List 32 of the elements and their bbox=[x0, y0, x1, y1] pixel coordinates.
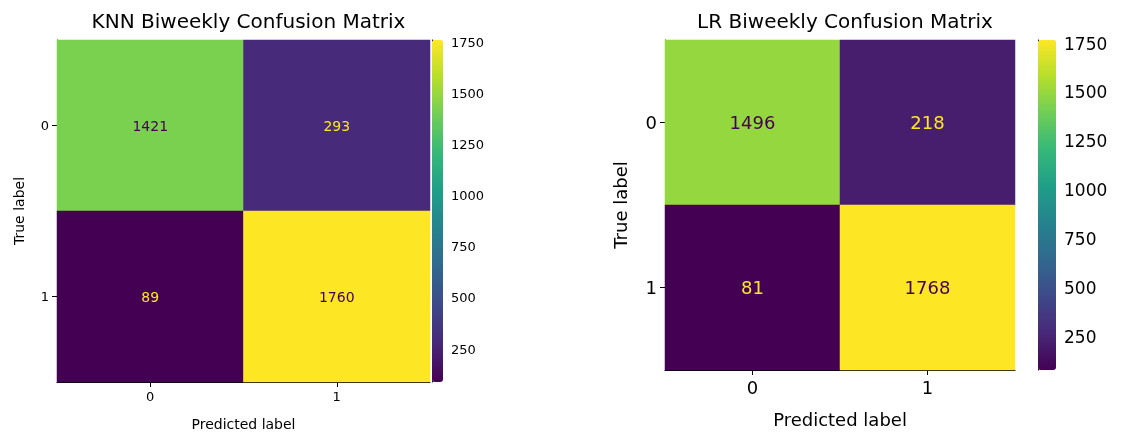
chart-title: LR Biweekly Confusion Matrix bbox=[697, 9, 994, 33]
color-bar-label: 1000 bbox=[1064, 180, 1108, 201]
x-tick-label: 1 bbox=[332, 389, 341, 404]
y-axis-title: True label bbox=[11, 176, 27, 247]
color-bar-label: 750 bbox=[451, 239, 476, 255]
data-label: 1496 bbox=[729, 112, 776, 133]
color-bar-label: 250 bbox=[1064, 326, 1097, 347]
x-tick-label: 0 bbox=[146, 389, 155, 404]
data-label: 1768 bbox=[904, 277, 951, 298]
y-axis-title: True label bbox=[609, 161, 631, 250]
data-label: 1421 bbox=[132, 117, 169, 134]
color-bar-label: 1000 bbox=[451, 188, 485, 204]
color-bar-label: 1500 bbox=[1064, 82, 1108, 103]
color-bar-label: 1250 bbox=[451, 136, 485, 152]
data-label: 1760 bbox=[318, 288, 355, 305]
color-bar-label: 1750 bbox=[1064, 33, 1108, 54]
data-label: 81 bbox=[741, 277, 764, 298]
data-label: 218 bbox=[910, 112, 945, 133]
x-axis-title: Predicted label bbox=[773, 408, 907, 430]
data-label: 89 bbox=[141, 288, 160, 305]
color-bar-label: 1250 bbox=[1064, 131, 1108, 152]
color-bar-label: 500 bbox=[1064, 278, 1097, 299]
color-bar-label: 250 bbox=[451, 341, 476, 357]
data-label: 293 bbox=[323, 117, 351, 134]
color-bar-label: 750 bbox=[1064, 229, 1097, 250]
color-bar-label: 1750 bbox=[451, 34, 485, 50]
color-bar-label: 1500 bbox=[451, 85, 485, 101]
chart-title: KNN Biweekly Confusion Matrix bbox=[91, 9, 406, 33]
x-tick-label: 1 bbox=[921, 376, 934, 398]
x-axis-title: Predicted label bbox=[191, 416, 296, 432]
color-bar-label: 500 bbox=[451, 290, 476, 306]
x-tick-label: 0 bbox=[746, 376, 759, 398]
